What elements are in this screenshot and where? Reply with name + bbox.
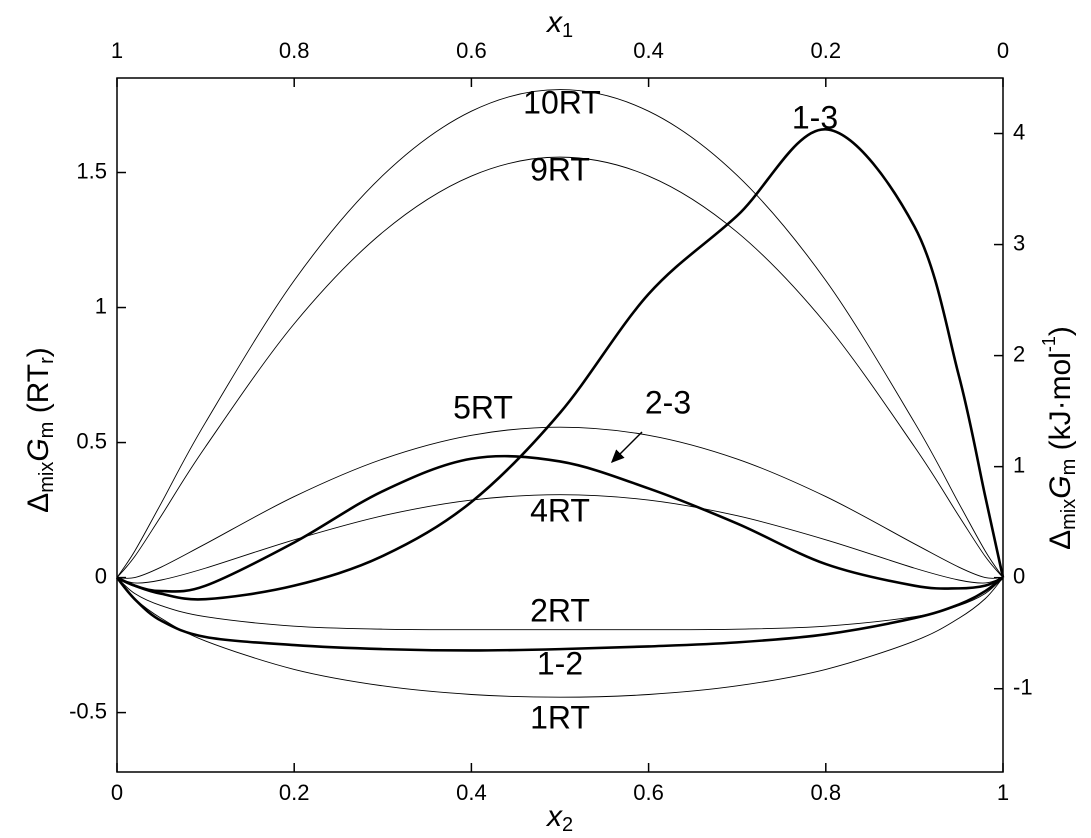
y-label-part: ) xyxy=(22,347,55,357)
x2-axis-label: x1 xyxy=(545,6,573,42)
y2-tick-label: 4 xyxy=(1013,119,1025,144)
x-tick-label: 0.2 xyxy=(279,780,310,805)
x-tick-label: 0.8 xyxy=(811,780,842,805)
curve-label: 10RT xyxy=(523,84,601,120)
x-label-main: x xyxy=(545,800,563,833)
curve xyxy=(116,426,1004,579)
y2-tick-label: 0 xyxy=(1013,563,1025,588)
curve-label: 5RT xyxy=(453,389,513,425)
curve xyxy=(116,494,1004,584)
y-axis-label: ΔmixGm (RTr) xyxy=(22,347,58,513)
x2-label-main: x xyxy=(545,6,563,39)
curve xyxy=(116,128,1005,601)
y2-axis-label: ΔmixGm (kJ·mol-1) xyxy=(1039,326,1081,550)
x-tick-label: 0 xyxy=(111,780,123,805)
y2-label-part: G xyxy=(1044,475,1077,498)
y2-label-sub: m xyxy=(1058,459,1080,476)
y2-tick-label: 2 xyxy=(1013,341,1025,366)
x-tick-label: 1 xyxy=(997,780,1009,805)
y-tick-label: 0 xyxy=(95,563,107,588)
curve xyxy=(115,576,1004,652)
curve xyxy=(116,156,1004,578)
x2-tick-label: 0.8 xyxy=(279,38,310,63)
y2-label-sup: -1 xyxy=(1039,336,1059,352)
y2-label-sub: mix xyxy=(1058,499,1080,530)
y2-label-part: Δ xyxy=(1044,530,1077,550)
y-tick-label: -0.5 xyxy=(69,698,107,723)
y-label-sub: r xyxy=(36,357,58,364)
y2-label-part: (kJ·mol xyxy=(1044,352,1077,459)
curve-label: 9RT xyxy=(530,151,590,187)
curve xyxy=(116,89,1004,578)
curve-label: 1-3 xyxy=(792,99,838,135)
y-label-part: (RT xyxy=(22,364,55,422)
x2-tick-label: 1 xyxy=(111,38,123,63)
x-tick-label: 0.4 xyxy=(456,780,487,805)
curve xyxy=(116,454,1004,593)
x2-label-sub: 1 xyxy=(562,20,573,42)
y2-tick-label: 3 xyxy=(1013,230,1025,255)
y-tick-label: 0.5 xyxy=(76,428,107,453)
curve-label: 1RT xyxy=(530,699,590,735)
curve-label: 1-2 xyxy=(537,645,583,681)
y-tick-label: 1 xyxy=(95,293,107,318)
y2-tick-label: 1 xyxy=(1013,452,1025,477)
x-tick-label: 0.6 xyxy=(633,780,664,805)
y2-tick-label: -1 xyxy=(1013,675,1033,700)
annotation-arrow xyxy=(610,431,643,464)
x2-tick-label: 0 xyxy=(997,38,1009,63)
y-label-part: G xyxy=(22,438,55,461)
plot-frame xyxy=(116,77,1004,773)
curve-label: 2-3 xyxy=(645,384,691,420)
y-label-part: Δ xyxy=(22,493,55,513)
x2-tick-label: 0.2 xyxy=(811,38,842,63)
curve-label: 2RT xyxy=(530,592,590,628)
y2-label-part: ) xyxy=(1044,326,1077,336)
curve-label: 4RT xyxy=(530,492,590,528)
y-label-sub: m xyxy=(36,422,58,439)
x2-tick-label: 0.4 xyxy=(633,38,664,63)
x2-tick-label: 0.6 xyxy=(456,38,487,63)
y-label-sub: mix xyxy=(36,462,58,493)
x-axis-label: x2 xyxy=(545,800,573,836)
x-label-sub: 2 xyxy=(562,814,573,836)
y-tick-label: 1.5 xyxy=(76,158,107,183)
